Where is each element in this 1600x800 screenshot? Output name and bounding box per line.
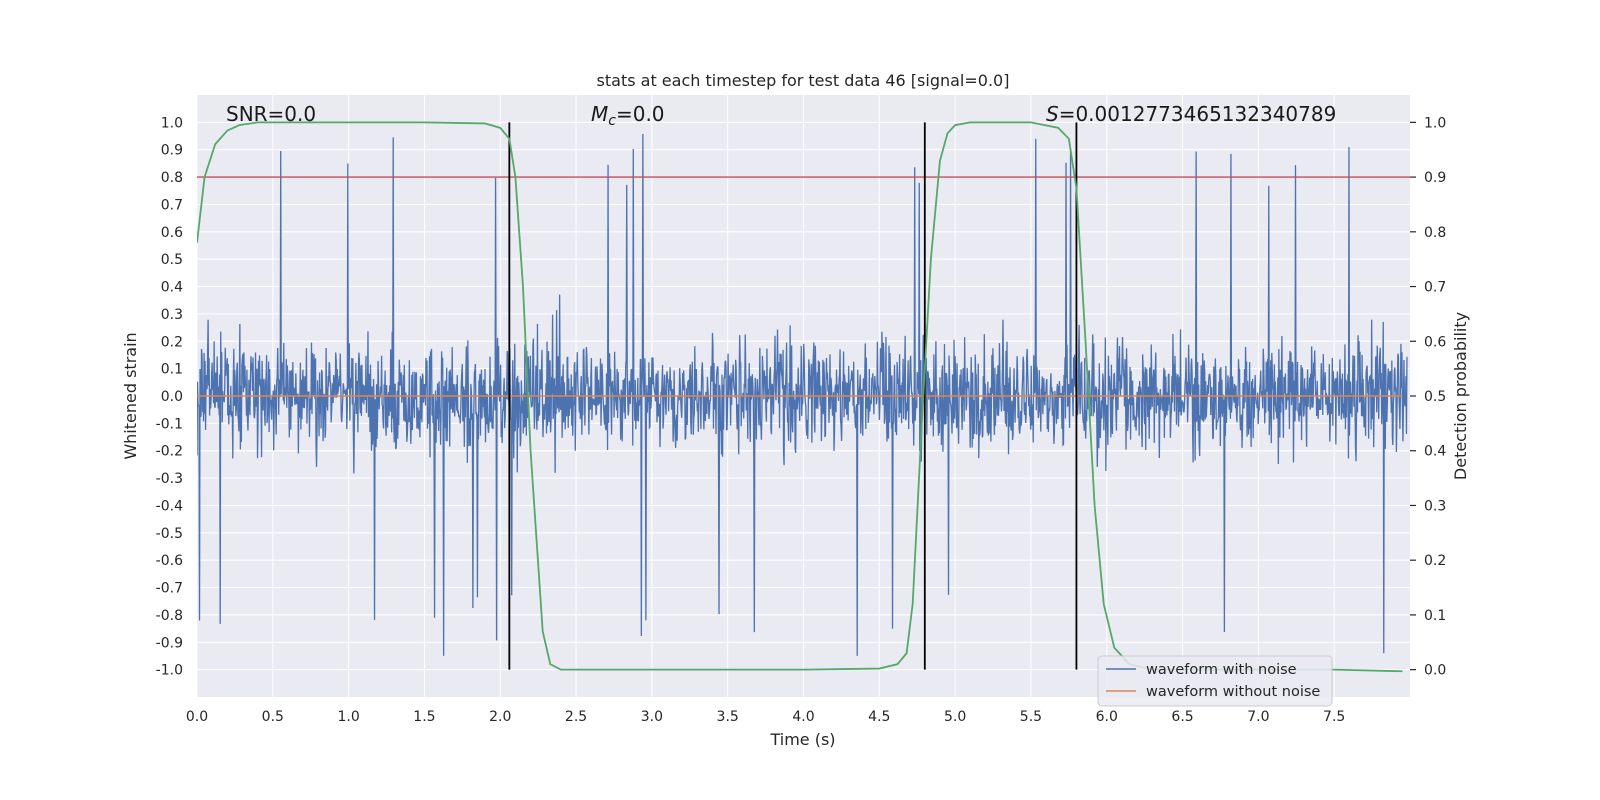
y-tick-label: 0.1 <box>161 362 183 378</box>
y2-tick-label: 0.6 <box>1424 334 1446 350</box>
x-tick-label: 3.0 <box>641 709 663 725</box>
x-tick-label: 7.5 <box>1323 709 1345 725</box>
x-tick-label: 0.5 <box>262 709 284 725</box>
x-tick-label: 5.0 <box>944 709 966 725</box>
legend-box <box>1097 655 1333 707</box>
y2-tick-label: 0.0 <box>1424 663 1446 679</box>
annotation-statistic: S=0.0012773465132340789 <box>1046 102 1336 126</box>
y-tick-label: -0.4 <box>156 498 183 514</box>
y-tick-label: -0.9 <box>156 635 183 651</box>
series-waveform-with-noise <box>197 134 1408 656</box>
y-tick-label: 0.3 <box>161 307 183 323</box>
y2-tick-label: 1.0 <box>1424 115 1446 131</box>
x-tick-label: 4.5 <box>868 709 890 725</box>
legend-label-noise: waveform with noise <box>1146 662 1297 678</box>
y2-tick-label: 0.7 <box>1424 280 1446 296</box>
chart-title: stats at each timestep for test data 46 … <box>597 71 1010 90</box>
x-tick-label: 7.0 <box>1247 709 1269 725</box>
y-tick-label: 0.8 <box>161 170 183 186</box>
x-tick-label: 6.0 <box>1096 709 1118 725</box>
vertical-markers <box>508 122 1078 670</box>
annotation-chirp-mass: Mc=0.0 <box>591 102 665 129</box>
y2-tick-label: 0.1 <box>1424 608 1446 624</box>
x-tick-label: 2.5 <box>565 709 587 725</box>
y2-tick-label: 0.9 <box>1424 170 1446 186</box>
y-tick-label: -0.8 <box>156 608 183 624</box>
y-tick-label: 0.2 <box>161 334 183 350</box>
y-ticks-right: 1.0 0.9 0.8 0.7 0.6 0.5 0.4 0.3 0.2 0.1 0.0 <box>1410 115 1446 679</box>
x-tick-label: 5.5 <box>1020 709 1042 725</box>
y-tick-label: -0.2 <box>156 444 183 460</box>
x-tick-label: 3.5 <box>717 709 739 725</box>
detection-probability-line <box>197 121 1403 673</box>
y-ticks-left: 1.0 0.9 0.8 0.7 0.6 0.5 0.4 0.3 0.2 0.1 0.0 -0.1 -0.… <box>156 115 183 678</box>
mc-value: =0.0 <box>616 102 665 126</box>
waveform-with-noise-line <box>197 134 1408 656</box>
y-tick-label: -1.0 <box>156 663 183 679</box>
y2-tick-label: 0.3 <box>1424 498 1446 514</box>
s-value: =0.0012773465132340789 <box>1059 102 1337 126</box>
y-tick-label: -0.6 <box>156 553 183 569</box>
annotation-snr: SNR=0.0 <box>226 102 316 126</box>
y2-tick-label: 0.8 <box>1424 225 1446 241</box>
y2-tick-label: 0.5 <box>1424 389 1446 405</box>
y-tick-label: 0.9 <box>161 143 183 159</box>
y-tick-label: -0.1 <box>156 416 183 432</box>
y-tick-label: 0.4 <box>161 280 183 296</box>
legend: waveform with noise waveform without noi… <box>1097 655 1333 707</box>
x-ticks: 0.0 0.5 1.0 1.5 2.0 2.5 3.0 3.5 4.0 4.5 5.0 5.5 6.0 6… <box>186 709 1345 725</box>
y-tick-label: 0.7 <box>161 197 183 213</box>
s-symbol: S <box>1046 102 1059 126</box>
y-tick-label: 0.6 <box>161 225 183 241</box>
y2-tick-label: 0.2 <box>1424 553 1446 569</box>
y-tick-label: -0.7 <box>156 581 183 597</box>
x-tick-label: 0.0 <box>186 709 208 725</box>
y-tick-label: 0.0 <box>161 389 183 405</box>
y-tick-label: -0.3 <box>156 471 183 487</box>
series-detection-probability <box>197 121 1403 673</box>
x-tick-label: 1.5 <box>413 709 435 725</box>
x-tick-label: 1.0 <box>337 709 359 725</box>
y-tick-label: -0.5 <box>156 526 183 542</box>
y2-tick-label: 0.4 <box>1424 444 1446 460</box>
x-tick-label: 6.5 <box>1171 709 1193 725</box>
y-tick-label: 1.0 <box>161 115 183 131</box>
y-axis-label-right: Detection probability <box>1451 312 1470 480</box>
mc-subscript: c <box>608 113 616 129</box>
x-tick-label: 4.0 <box>792 709 814 725</box>
y-tick-label: 0.5 <box>161 252 183 268</box>
mc-symbol: M <box>591 102 608 126</box>
x-tick-label: 2.0 <box>489 709 511 725</box>
x-axis-label: Time (s) <box>769 730 835 749</box>
legend-label-clean: waveform without noise <box>1146 684 1320 700</box>
y-axis-label-left: Whitened strain <box>121 332 140 459</box>
